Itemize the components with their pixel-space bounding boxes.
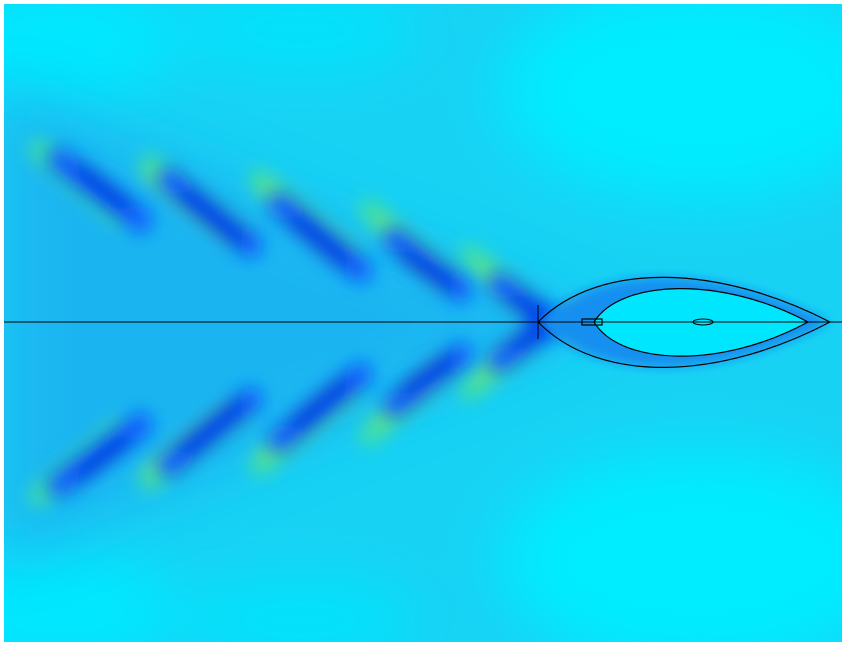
contour-plot bbox=[0, 0, 844, 646]
page bbox=[0, 0, 844, 646]
field bbox=[0, 0, 844, 646]
